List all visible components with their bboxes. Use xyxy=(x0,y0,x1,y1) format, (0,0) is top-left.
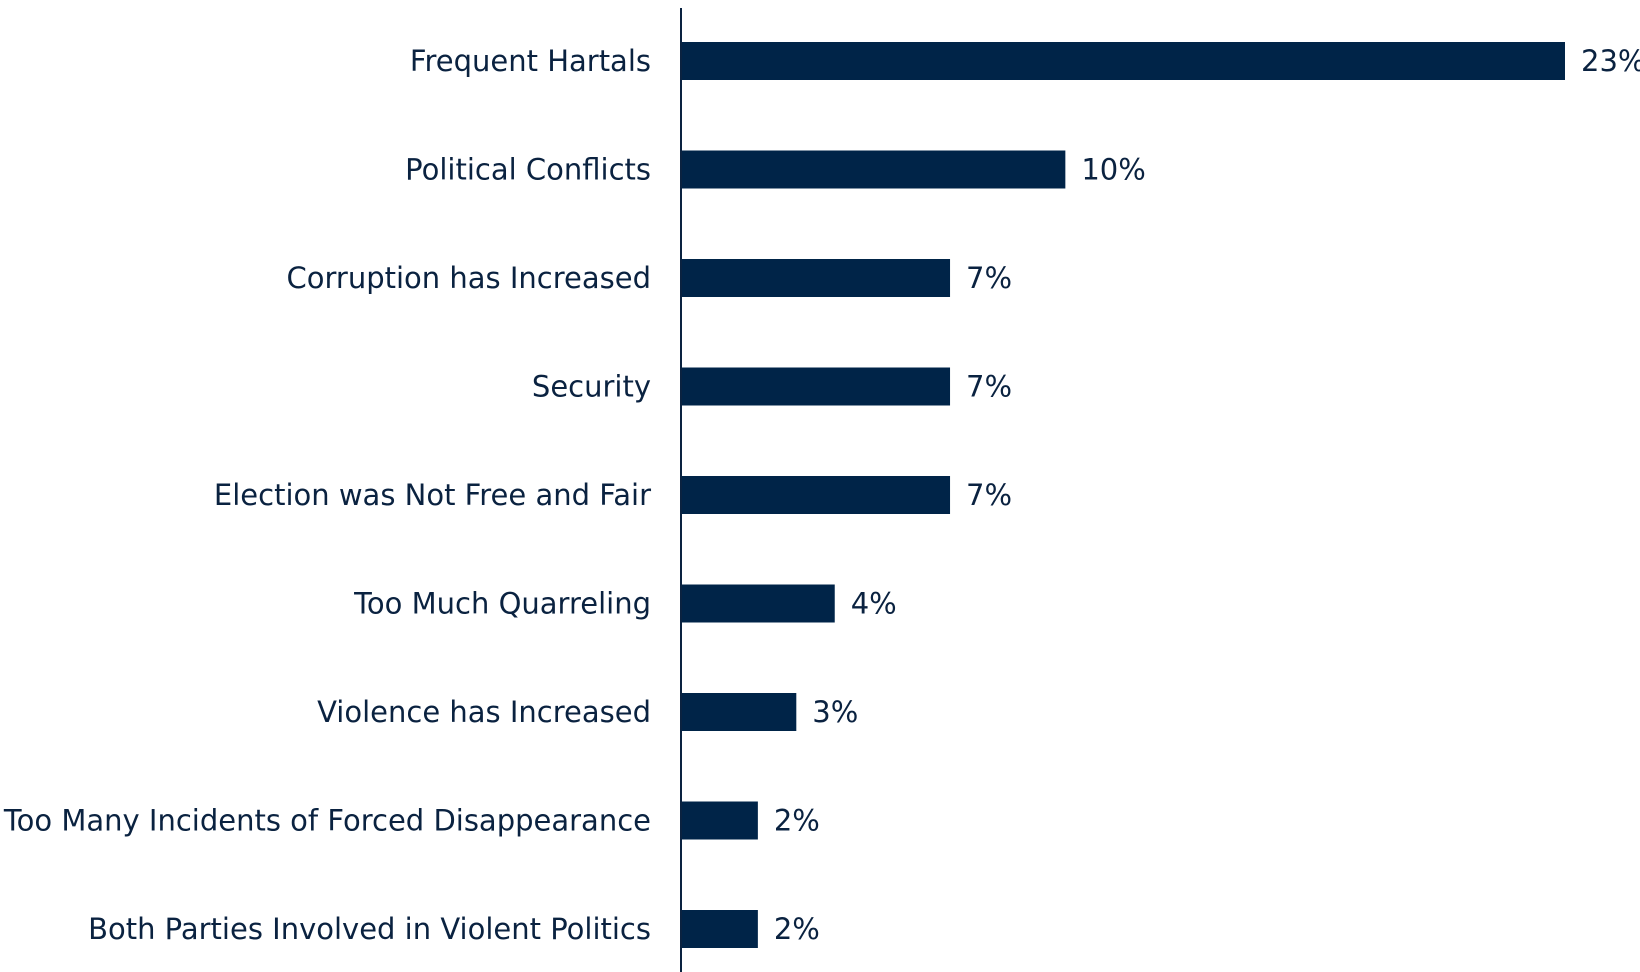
bar-0 xyxy=(681,42,1565,80)
value-label-2: 7% xyxy=(966,261,1012,295)
value-label-1: 10% xyxy=(1081,153,1145,187)
category-label-7: Too Many Incidents of Forced Disappearan… xyxy=(3,804,651,838)
category-label-1: Political Conflicts xyxy=(405,153,651,187)
bars-group xyxy=(681,42,1565,948)
bar-4 xyxy=(681,476,951,514)
category-labels: Frequent Hartals Political Conflicts Corru… xyxy=(3,44,651,946)
value-label-6: 3% xyxy=(812,695,858,729)
value-label-5: 4% xyxy=(851,587,897,621)
value-label-7: 2% xyxy=(774,804,820,838)
bar-7 xyxy=(681,801,758,840)
value-labels: 23% 10% 7% 7% 7% 4% 3% 2% 2% xyxy=(774,44,1640,946)
bar-5 xyxy=(681,584,835,623)
category-label-3: Security xyxy=(532,370,651,404)
value-label-3: 7% xyxy=(966,370,1012,404)
bar-1 xyxy=(681,150,1066,189)
bar-8 xyxy=(681,910,758,948)
category-label-2: Corruption has Increased xyxy=(287,261,652,295)
category-label-6: Violence has Increased xyxy=(317,695,651,729)
value-label-0: 23% xyxy=(1581,44,1640,78)
category-label-8: Both Parties Involved in Violent Politic… xyxy=(88,912,651,946)
bar-3 xyxy=(681,367,951,406)
value-label-8: 2% xyxy=(774,912,820,946)
category-label-5: Too Much Quarreling xyxy=(353,587,651,621)
bar-2 xyxy=(681,259,951,297)
category-label-0: Frequent Hartals xyxy=(410,44,651,78)
value-label-4: 7% xyxy=(966,478,1012,512)
bar-6 xyxy=(681,693,797,731)
category-label-4: Election was Not Free and Fair xyxy=(214,478,651,512)
